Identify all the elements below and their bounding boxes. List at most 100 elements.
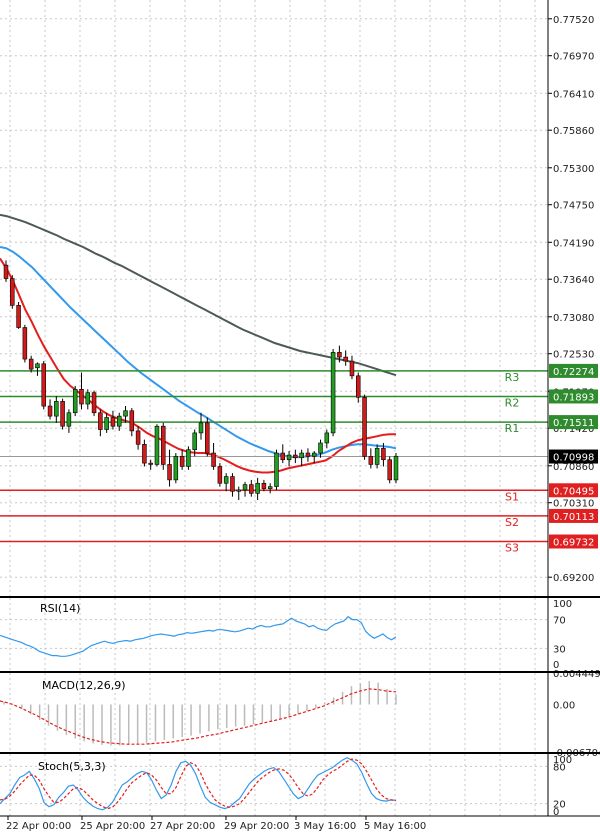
candle-bear xyxy=(135,430,141,445)
rsi-tick-label: 30 xyxy=(553,644,566,655)
level-price-tag xyxy=(549,415,598,430)
candle-bear xyxy=(148,462,153,465)
candle-bull xyxy=(35,363,40,369)
x-tick-label: 27 Apr 20:00 xyxy=(150,821,215,832)
ma-blue-line xyxy=(0,246,397,459)
candle-bull xyxy=(173,456,179,481)
stoch-title: Stoch(5,3,3) xyxy=(38,760,106,773)
ma-gray-line xyxy=(0,213,397,377)
level-price-label: 0.70495 xyxy=(553,486,594,497)
y-tick-label: 0.75300 xyxy=(553,164,594,175)
current-price-label: 0.70998 xyxy=(553,453,594,464)
stoch-tick-label: 100 xyxy=(553,755,572,766)
candle-bull xyxy=(66,412,72,427)
y-tick-label: 0.74190 xyxy=(553,238,594,249)
candle-bear xyxy=(217,466,223,484)
candle-bear xyxy=(91,392,97,414)
x-tick-label: 25 Apr 20:00 xyxy=(80,821,145,832)
candle-bull xyxy=(242,484,248,491)
level-price-label: 0.72274 xyxy=(553,367,594,378)
macd-tick-label: 0.004449 xyxy=(553,669,600,680)
candle-bull xyxy=(186,449,191,467)
candle-bear xyxy=(356,375,361,398)
level-name-s1: S1 xyxy=(505,490,519,503)
candle-bear xyxy=(381,448,386,461)
candle-bear xyxy=(161,425,166,465)
level-price-tag xyxy=(549,389,598,404)
candle-bull xyxy=(116,415,122,427)
candle-bull xyxy=(104,417,109,430)
panel-frames xyxy=(0,0,600,817)
rsi-tick-label: 100 xyxy=(553,599,572,610)
time-axis: 22 Apr 00:00 25 Apr 20:00 27 Apr 20:00 29 A… xyxy=(6,816,426,832)
rsi-panel: 100 70 30 0 RSI(14) xyxy=(0,599,572,671)
candle-bear xyxy=(16,305,21,328)
candle-bear xyxy=(343,356,348,362)
rsi-tick-label: 70 xyxy=(553,616,566,627)
y-tick-label: 0.74750 xyxy=(553,201,594,212)
y-tick-label: 0.69200 xyxy=(553,573,594,584)
candle-bull xyxy=(255,482,260,494)
rsi-tick-label: 0 xyxy=(553,660,559,671)
level-name-s2: S2 xyxy=(505,516,519,529)
y-tick-label: 0.70310 xyxy=(553,499,594,510)
candle-bull xyxy=(311,452,317,457)
level-name-r3: R3 xyxy=(505,371,520,384)
y-tick-label: 0.76970 xyxy=(553,52,594,63)
candle-bear xyxy=(110,417,116,427)
candle-bull xyxy=(198,422,204,434)
y-tick-label: 0.72530 xyxy=(553,350,594,361)
level-price-label: 0.70113 xyxy=(553,512,594,523)
candle-bull xyxy=(54,401,59,417)
rsi-title: RSI(14) xyxy=(40,602,80,615)
grid-lines xyxy=(0,0,548,816)
candle-bull xyxy=(223,476,229,484)
x-tick-label: 5 May 16:00 xyxy=(364,821,426,832)
candle-bull xyxy=(393,456,399,481)
candle-bear xyxy=(249,484,254,494)
level-name-r1: R1 xyxy=(505,422,520,435)
candle-bear xyxy=(47,405,53,417)
moving-averages xyxy=(0,213,397,474)
level-price-tag xyxy=(549,534,598,549)
level-price-tag xyxy=(549,483,598,498)
candle-bull xyxy=(274,452,279,487)
candle-bear xyxy=(3,264,9,279)
candle-bear xyxy=(60,401,65,427)
y-tick-label: 0.73640 xyxy=(553,275,594,286)
candle-bear xyxy=(387,459,392,481)
y-tick-label: 0.76410 xyxy=(553,89,594,100)
candle-bear xyxy=(368,456,374,465)
candle-bear xyxy=(10,278,15,306)
candle-bear xyxy=(167,464,172,481)
candle-bull xyxy=(267,486,273,489)
stoch-tick-label: 80 xyxy=(553,762,566,773)
candle-bull xyxy=(286,454,292,461)
level-price-tag xyxy=(549,508,598,523)
level-price-label: 0.69732 xyxy=(553,538,594,549)
candle-bull xyxy=(324,432,330,444)
level-price-tag xyxy=(549,363,598,378)
y-tick-label: 0.73080 xyxy=(553,313,594,324)
rsi-line xyxy=(0,615,397,657)
candle-bear xyxy=(293,454,298,459)
candle-bull xyxy=(154,425,160,465)
candle-bull xyxy=(123,410,128,417)
ma-red-line xyxy=(0,257,396,474)
x-tick-label: 29 Apr 20:00 xyxy=(224,821,289,832)
candle-bear xyxy=(211,452,216,467)
x-tick-label: 3 May 16:00 xyxy=(294,821,356,832)
candle-bull xyxy=(192,432,197,450)
candle-bear xyxy=(349,360,355,377)
candle-bear xyxy=(362,397,367,457)
candle-bear xyxy=(205,422,210,454)
current-price-tag xyxy=(549,449,598,464)
candle-bear xyxy=(280,452,286,461)
y-tick-label: 0.75860 xyxy=(553,126,594,137)
macd-tick-label: 0.00 xyxy=(553,701,575,712)
pivot-levels: R3 R2 R1 S1 S2 S3 xyxy=(0,370,548,555)
candlesticks xyxy=(3,260,399,501)
